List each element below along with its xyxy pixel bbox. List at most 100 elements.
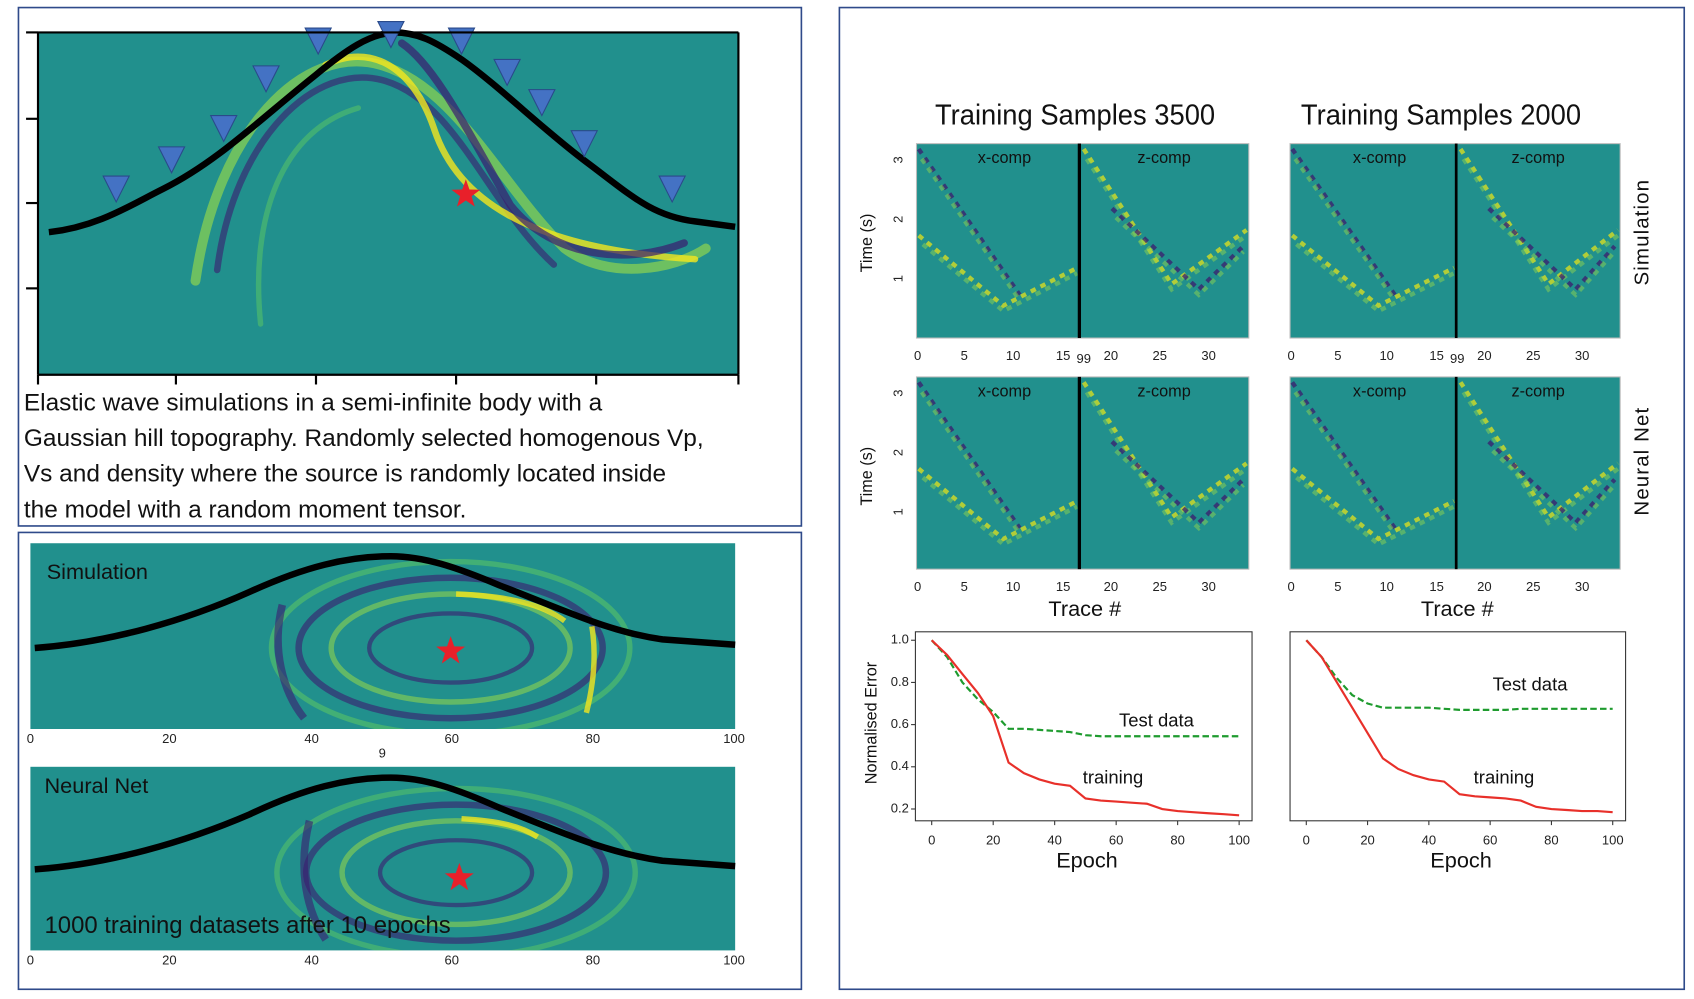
y-tick-label: 0.6 bbox=[891, 716, 909, 731]
x-tick-label: 0 bbox=[914, 579, 921, 594]
series-line bbox=[1305, 639, 1613, 711]
x-tick-label: 80 bbox=[586, 731, 600, 746]
y-tick-label: 0.4 bbox=[891, 758, 909, 773]
axis-ticks bbox=[26, 31, 740, 385]
series-label: Test data bbox=[1493, 674, 1569, 695]
comp-label: x-comp bbox=[978, 149, 1031, 167]
row-label: Simulation bbox=[1630, 179, 1653, 286]
hill-surface bbox=[34, 774, 736, 873]
x-tick-label: 20 bbox=[1360, 833, 1374, 848]
x-tick-label: 15 bbox=[1429, 579, 1443, 594]
trace-band bbox=[1487, 212, 1617, 298]
y-tick-label: 1 bbox=[891, 508, 906, 515]
x-tick-label: 100 bbox=[723, 953, 745, 968]
panel-label: Simulation bbox=[47, 559, 148, 584]
x-tick-label: 100 bbox=[1602, 833, 1624, 848]
x-axis-label: Epoch bbox=[1430, 848, 1492, 873]
x-tick-label: 30 bbox=[1201, 348, 1215, 363]
trace-band bbox=[1487, 445, 1617, 532]
x-tick-label: 60 bbox=[444, 953, 458, 968]
plot-area bbox=[1289, 631, 1627, 822]
x-tick-label: 30 bbox=[1575, 579, 1589, 594]
caption-line: the model with a random moment tensor. bbox=[24, 496, 467, 523]
x-tick-label: 20 bbox=[1104, 579, 1118, 594]
x-tick-label: 0 bbox=[1288, 348, 1295, 363]
trace-band bbox=[1110, 445, 1245, 532]
x-tick-label: 40 bbox=[1422, 833, 1436, 848]
series-line bbox=[930, 639, 1240, 738]
row-label: Neural Net bbox=[1630, 407, 1653, 516]
y-axis-label: Time (s) bbox=[858, 447, 876, 506]
x-tick-label: 5 bbox=[961, 348, 968, 363]
trace-band bbox=[916, 147, 1022, 297]
x-tick-label: 30 bbox=[1575, 348, 1589, 363]
error-charts: 0 20 40 60 80 100 0.2 0.4 0.6 0.8 1.0 Normalised Er… bbox=[862, 631, 1627, 873]
comp-label: x-comp bbox=[978, 382, 1031, 400]
x-tick-label: 20 bbox=[1104, 348, 1118, 363]
x-tick-label: 40 bbox=[304, 953, 318, 968]
x-tick-label: 10 bbox=[1006, 348, 1020, 363]
trace-band bbox=[1290, 147, 1397, 297]
trace-band bbox=[916, 381, 1022, 530]
trace-band bbox=[1081, 153, 1248, 293]
x-tick-label: 0 bbox=[1288, 579, 1295, 594]
x-tick-label: 25 bbox=[1152, 579, 1166, 594]
y-axis-label: Normalised Error bbox=[862, 661, 880, 784]
x-tick-label: 10 bbox=[1006, 579, 1020, 594]
x-tick-label: 5 bbox=[1334, 348, 1341, 363]
wave-rings bbox=[268, 558, 633, 729]
x-tick-label: 60 bbox=[444, 731, 458, 746]
series-label: training bbox=[1474, 767, 1535, 788]
x-tick-label: 60 bbox=[1483, 833, 1497, 848]
x-tick-label: 0 bbox=[914, 348, 921, 363]
x-tick-label: 80 bbox=[1544, 833, 1558, 848]
x-tick-label: 10 bbox=[1379, 348, 1393, 363]
trace-band bbox=[1458, 386, 1620, 526]
y-tick-label: 2 bbox=[891, 449, 906, 456]
trace-band bbox=[917, 233, 1079, 309]
caption-line: Elastic wave simulations in a semi-infin… bbox=[24, 389, 603, 416]
caption-line: Gaussian hill topography. Randomly selec… bbox=[24, 425, 704, 452]
x-tick-label: 100 bbox=[723, 731, 745, 746]
x-tick-label: 25 bbox=[1526, 348, 1540, 363]
trace-band bbox=[916, 386, 1022, 535]
x-tick-label: 0 bbox=[928, 833, 935, 848]
series-label: training bbox=[1083, 767, 1144, 788]
trace-band bbox=[1290, 467, 1455, 542]
trace-band bbox=[1290, 233, 1455, 309]
trace-band bbox=[1110, 212, 1245, 298]
y-tick-label: 1 bbox=[891, 275, 906, 282]
x-tick-label: 20 bbox=[162, 731, 176, 746]
panel-label: Neural Net bbox=[45, 773, 149, 798]
comp-label: z-comp bbox=[1511, 149, 1564, 167]
y-tick-label: 1.0 bbox=[891, 632, 909, 647]
x-tick-label: 20 bbox=[1477, 348, 1491, 363]
x-tick-label: 0 bbox=[27, 953, 34, 968]
panel-frame bbox=[17, 531, 803, 991]
series-line bbox=[930, 639, 1240, 817]
hill-surface bbox=[34, 552, 736, 652]
trace-band bbox=[1290, 386, 1397, 535]
comp-label: z-comp bbox=[1137, 382, 1190, 400]
plot-area bbox=[914, 631, 1253, 822]
y-tick-label: 0.8 bbox=[891, 674, 909, 689]
wavefield bbox=[30, 543, 736, 729]
x-tick-label: 0 bbox=[1303, 833, 1310, 848]
x-tick-label: 15 bbox=[1056, 579, 1070, 594]
x-tick-label: 20 bbox=[1477, 579, 1491, 594]
column-title: Training Samples 2000 bbox=[1301, 99, 1581, 131]
comp-label: x-comp bbox=[1353, 149, 1406, 167]
stray-label: 9 bbox=[379, 745, 386, 760]
x-tick-label: 20 bbox=[162, 953, 176, 968]
x-tick-label: 99 bbox=[1450, 351, 1464, 366]
column-title: Training Samples 3500 bbox=[935, 99, 1215, 131]
trace-band bbox=[1290, 381, 1397, 530]
x-tick-label: 40 bbox=[304, 731, 318, 746]
x-axis-label: Epoch bbox=[1056, 848, 1118, 873]
x-tick-label: 80 bbox=[1170, 833, 1184, 848]
x-tick-label: 30 bbox=[1201, 579, 1215, 594]
x-tick-label: 5 bbox=[961, 579, 968, 594]
x-tick-label: 20 bbox=[986, 833, 1000, 848]
x-tick-label: 15 bbox=[1429, 348, 1443, 363]
trace-band bbox=[916, 153, 1022, 302]
